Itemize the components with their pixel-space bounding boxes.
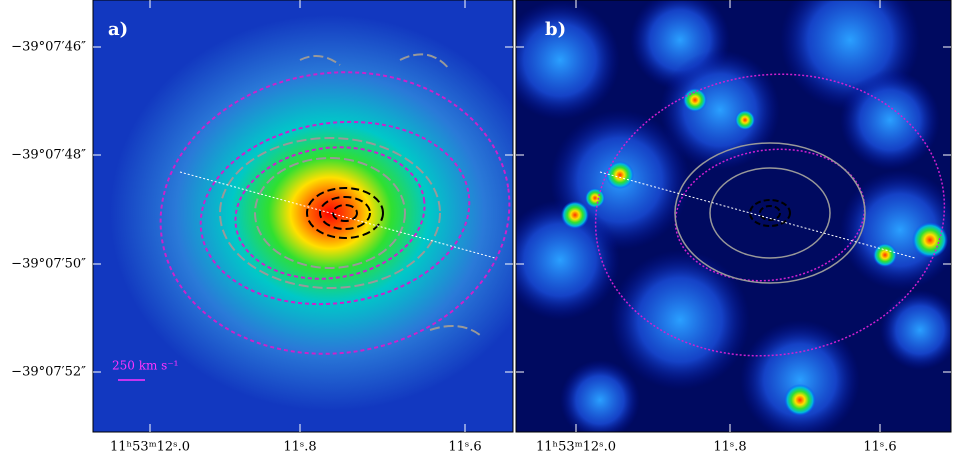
y-tick-label: −39°07′46″ — [11, 40, 86, 55]
x-tick-label: 11ʰ53ᵐ12ˢ.0 — [536, 440, 616, 455]
emission — [516, 0, 620, 120]
y-tick-label: −39°07′48″ — [11, 148, 86, 163]
panel-frame — [515, 0, 952, 433]
y-tick-label: −39°07′52″ — [11, 365, 86, 380]
hot-spot — [561, 201, 589, 229]
y-tick-label: −39°07′50″ — [11, 257, 86, 272]
panel-label: a) — [108, 19, 128, 40]
panel-a-image — [93, 0, 513, 432]
x-tick-label: 11ˢ.8 — [283, 440, 316, 455]
emission — [740, 320, 860, 432]
hot-spot — [873, 243, 897, 267]
x-tick-label: 11ˢ.8 — [713, 440, 746, 455]
hot-spot — [735, 110, 755, 130]
hot-spot — [912, 222, 948, 258]
scale-bar-label: 250 km s⁻¹ — [112, 359, 179, 373]
panel-a-contours — [219, 53, 481, 336]
emission — [660, 50, 780, 170]
x-tick-label: 11ˢ.6 — [448, 440, 481, 455]
panel-b-image — [516, 0, 951, 432]
panel-a-center-contours — [306, 187, 384, 239]
hot-spot — [683, 88, 707, 112]
hot-spot — [585, 188, 605, 208]
x-tick-label: 11ˢ.6 — [863, 440, 896, 455]
emission — [880, 290, 951, 370]
panel-frame — [92, 0, 514, 433]
hot-spot — [606, 161, 634, 189]
emission — [560, 360, 640, 432]
emission — [840, 70, 940, 170]
emission — [516, 200, 620, 320]
panel-a-ellipses — [159, 71, 511, 355]
emission — [840, 170, 951, 290]
major-axis — [179, 171, 496, 259]
x-tick-label: 11ʰ53ᵐ12ˢ.0 — [110, 440, 190, 455]
hot-spot — [784, 384, 816, 416]
emission — [610, 250, 750, 390]
panel-label: b) — [545, 19, 566, 40]
